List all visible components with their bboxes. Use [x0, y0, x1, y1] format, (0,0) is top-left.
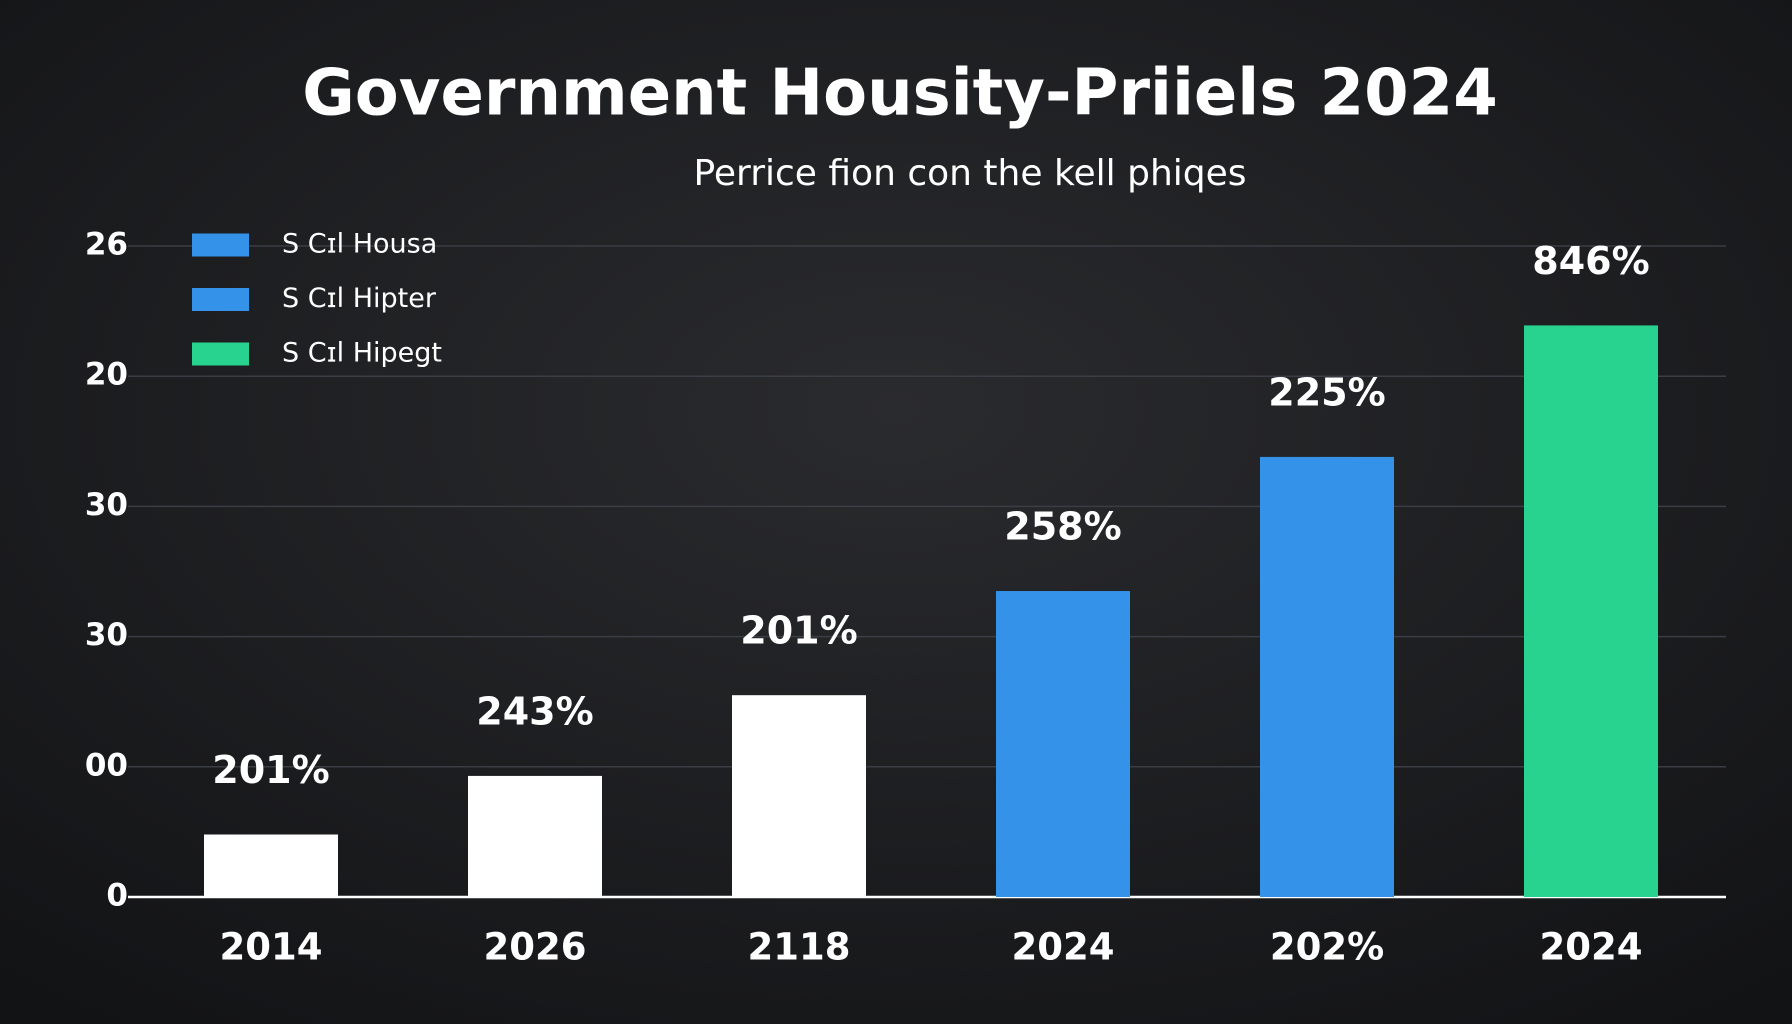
- x-tick-label: 2026: [484, 926, 587, 969]
- bar: [468, 775, 602, 897]
- x-tick-label: 2024: [1012, 926, 1115, 969]
- chart-subtitle: Perrice fion con the kell phiqes: [693, 153, 1246, 194]
- legend-label: S Cɪl Hipter: [282, 283, 437, 314]
- legend-swatch: [192, 342, 249, 366]
- bar-label: 258%: [1004, 505, 1121, 549]
- y-tick-label: 30: [85, 617, 128, 653]
- bar: [1260, 456, 1394, 897]
- y-tick-label: 26: [85, 227, 128, 263]
- bar-label: 225%: [1268, 370, 1385, 414]
- legend-swatch: [192, 288, 249, 311]
- bar-label: 846%: [1532, 239, 1649, 283]
- bar-label: 201%: [212, 748, 329, 792]
- bar-label: 243%: [476, 689, 593, 733]
- legend-swatch: [192, 233, 249, 257]
- bar: [1524, 325, 1658, 897]
- bar: [996, 591, 1130, 897]
- x-tick-label: 202%: [1270, 926, 1384, 969]
- x-tick-label: 2014: [220, 926, 323, 969]
- legend-label: S Cɪl Housa: [282, 229, 437, 260]
- bar-label: 201%: [740, 609, 857, 653]
- legend-label: S Cɪl Hipegt: [282, 338, 442, 369]
- chart-title: Government Housity-Priiels 2024: [302, 57, 1497, 131]
- x-tick-label: 2118: [748, 926, 851, 969]
- y-tick-label: 0: [106, 878, 128, 914]
- y-tick-label: 00: [85, 747, 128, 783]
- y-tick-label: 20: [85, 357, 128, 393]
- x-tick-label: 2024: [1540, 926, 1643, 969]
- y-tick-label: 30: [85, 487, 128, 523]
- bar: [204, 834, 338, 897]
- bar: [732, 695, 866, 897]
